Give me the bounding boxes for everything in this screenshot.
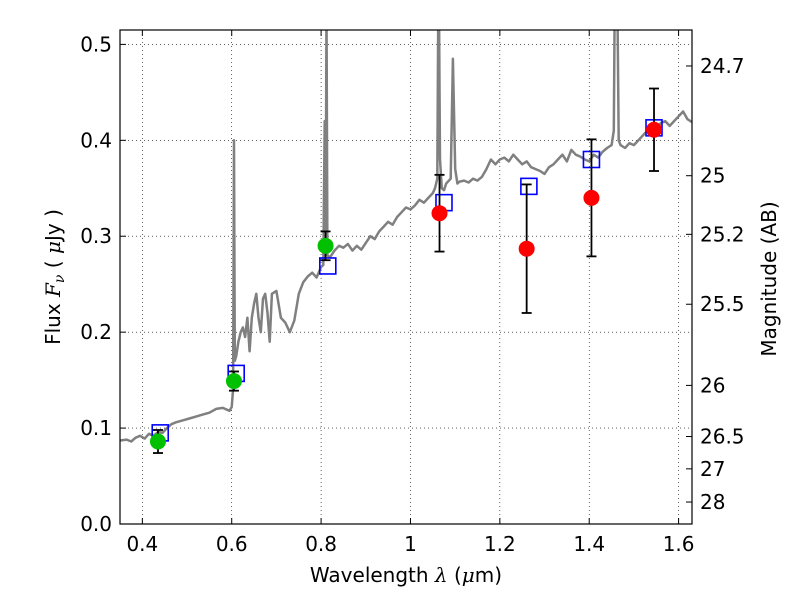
data-point: [518, 240, 535, 257]
data-point: [431, 205, 448, 222]
y-tick-label: 0.0: [80, 512, 112, 536]
y-tick-label: 0.4: [80, 128, 112, 152]
x-tick-label: 1.4: [573, 532, 605, 556]
x-tick-label: 0.4: [126, 532, 158, 556]
data-point: [317, 237, 334, 254]
plot-area: [120, 30, 692, 454]
spectrum-line: [120, 30, 692, 443]
magnitude-tick-label: 28: [700, 490, 725, 514]
y-axis: 0.0 0.1 0.2 0.3 0.4 0.5: [80, 32, 126, 536]
plot-frame: [119, 29, 693, 525]
x-tick-label: 1.2: [484, 532, 516, 556]
x-tick-label: 0.6: [216, 532, 248, 556]
magnitude-tick-label: 24.7: [700, 54, 745, 78]
data-point: [646, 121, 663, 138]
data-point: [583, 189, 600, 206]
magnitude-tick-label: 27: [700, 457, 725, 481]
model-square-marker: [520, 177, 538, 196]
x-tick-label: 1.6: [663, 532, 695, 556]
y-tick-label: 0.2: [80, 320, 112, 344]
magnitude-axis: 24.7 25 25.2 25.5 26 26.5 27 28: [686, 54, 745, 514]
data-point: [225, 373, 242, 390]
x-axis-label: Wavelength λ (μm): [310, 563, 502, 587]
magnitude-tick-label: 25.5: [700, 292, 745, 316]
magnitude-tick-label: 26: [700, 373, 725, 397]
data-point: [149, 433, 166, 450]
x-axis: 0.4 0.6 0.8 1 1.2 1.4 1.6: [126, 30, 695, 556]
model-square-marker: [318, 257, 337, 275]
y-tick-label: 0.3: [80, 224, 112, 248]
x-tick-label: 1: [404, 532, 417, 556]
y-tick-label: 0.1: [80, 416, 112, 440]
magnitude-tick-label: 25.2: [700, 222, 745, 246]
magnitude-tick-label: 26.5: [700, 425, 745, 449]
x-tick-label: 0.8: [305, 532, 337, 556]
y-tick-label: 0.5: [80, 32, 112, 56]
magnitude-axis-label: Magnitude (AB): [757, 201, 781, 356]
magnitude-tick-label: 25: [700, 164, 725, 188]
